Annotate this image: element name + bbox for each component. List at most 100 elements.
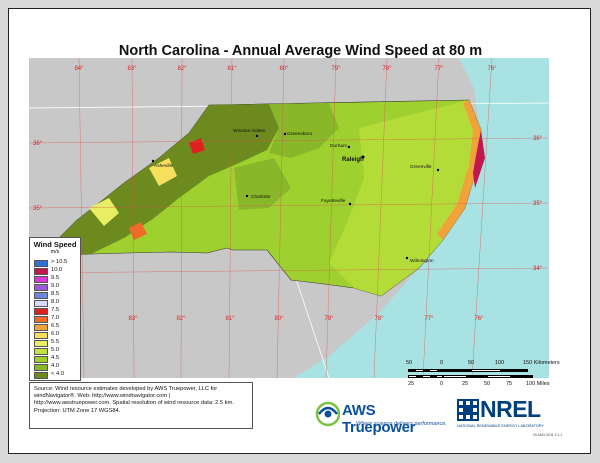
outer-banks-peak xyxy=(473,130,485,188)
city-marker xyxy=(245,194,249,198)
scale-mi-label: 25 xyxy=(462,381,469,387)
legend-item: 5.0 xyxy=(34,347,78,355)
lon-label: 76° xyxy=(487,66,497,72)
legend-item: 7.5 xyxy=(34,307,78,315)
ridge-patch-3 xyxy=(129,222,147,240)
scale-km-bar-left xyxy=(408,369,443,372)
legend-item: < 4.0 xyxy=(34,371,78,379)
city-label: Wilmington xyxy=(410,258,434,264)
graticule xyxy=(29,58,549,378)
legend-label: 4.5 xyxy=(51,355,60,361)
lat-label: 34° xyxy=(533,266,543,272)
lon-label: 77° xyxy=(434,66,444,72)
legend-label: 7.0 xyxy=(51,315,60,321)
lon-label: 80° xyxy=(279,66,289,72)
nrel-name: NREL xyxy=(480,396,541,422)
lat-label: 36° xyxy=(33,141,43,147)
legend-swatch xyxy=(34,348,48,355)
city-label: Durham xyxy=(330,143,347,149)
page-title: North Carolina - Annual Average Wind Spe… xyxy=(118,43,483,59)
legend-item: 7.0 xyxy=(34,315,78,323)
lon-label-bottom: 80° xyxy=(274,316,284,322)
scale-km-label: 0 xyxy=(440,360,444,366)
legend-item: 9.0 xyxy=(34,283,78,291)
ridge-patch-4 xyxy=(189,138,205,154)
source-note: Source: Wind resource estimates develope… xyxy=(29,382,253,429)
legend-item: 4.0 xyxy=(34,363,78,371)
city-marker xyxy=(255,134,259,138)
legend-label: 10.0 xyxy=(51,267,63,273)
coastal-plain xyxy=(329,100,481,296)
legend-swatch xyxy=(34,356,48,363)
legend-label: 4.0 xyxy=(51,363,60,369)
ridge-patch-1 xyxy=(89,198,119,226)
city-marker xyxy=(348,202,352,206)
legend-label: > 10.5 xyxy=(51,259,68,265)
legend-item: 8.5 xyxy=(34,291,78,299)
scale-mi-label: 75 xyxy=(506,381,513,387)
legend-item: 6.0 xyxy=(34,331,78,339)
city-marker xyxy=(283,132,287,136)
scale-mi-label: 50 xyxy=(484,381,491,387)
legend-unit: m/s xyxy=(50,249,60,255)
legend-label: 5.5 xyxy=(51,339,60,345)
lon-label: 78° xyxy=(382,66,392,72)
legend-label: 6.0 xyxy=(51,331,60,337)
legend-swatch xyxy=(34,332,48,339)
nrel-logo: NREL NATIONAL RENEWABLE ENERGY LABORATOR… xyxy=(457,396,562,436)
piedmont-region xyxy=(269,103,339,158)
legend-swatch xyxy=(34,372,48,379)
piedmont-patch xyxy=(234,158,291,210)
legend-swatch xyxy=(34,300,48,307)
scale-km-label: 150 Kilometers xyxy=(523,360,560,366)
city-marker xyxy=(361,155,365,159)
legend-swatch xyxy=(34,276,48,283)
scale-mi-bar-right xyxy=(443,375,533,378)
lon-label-bottom: 83° xyxy=(128,316,138,322)
city-label: Raleigh xyxy=(342,157,364,163)
legend-swatch xyxy=(34,364,48,371)
coastal-high-wind xyxy=(437,100,481,240)
lon-label-bottom: 79° xyxy=(324,316,334,322)
legend-label: 8.0 xyxy=(51,299,60,305)
legend-label: 5.0 xyxy=(51,347,60,353)
scale-km-label: 50 xyxy=(468,360,475,366)
legend-swatch xyxy=(34,308,48,315)
aws-truepower-logo: AWS Truepower Where science delivers per… xyxy=(312,398,452,436)
city-label: Greenville xyxy=(410,164,432,170)
scale-mi-bar-left xyxy=(408,375,443,378)
scale-mi-label: 100 Miles xyxy=(526,381,550,387)
legend-label: 7.5 xyxy=(51,307,60,313)
legend-item: 4.5 xyxy=(34,355,78,363)
nrel-grid-icon xyxy=(457,399,479,421)
legend-label: < 4.0 xyxy=(51,371,65,377)
lon-label-bottom: 78° xyxy=(374,316,384,322)
lon-label-bottom: 81° xyxy=(225,316,235,322)
legend-label: 9.0 xyxy=(51,283,60,289)
wind-speed-legend: Wind Speed m/s > 10.5 10.0 9.5 9.0 8.5 8… xyxy=(29,237,81,381)
legend-label: 6.5 xyxy=(51,323,60,329)
lon-label: 84° xyxy=(74,66,84,72)
lon-label: 79° xyxy=(331,66,341,72)
scale-km-label: 50 xyxy=(406,360,413,366)
city-label: Greensboro xyxy=(287,131,313,137)
footnote: 20-MAY-2011 2.1.1 xyxy=(533,433,563,437)
legend-swatch xyxy=(34,268,48,275)
scale-km-bar-right xyxy=(443,369,528,372)
aws-tagline: Where science delivers performance. xyxy=(356,421,447,427)
lon-label: 81° xyxy=(227,66,237,72)
legend-swatch xyxy=(34,324,48,331)
city-marker xyxy=(151,159,155,163)
scale-mi-label: 0 xyxy=(440,381,444,387)
city-label: Fayetteville xyxy=(321,198,346,204)
legend-item: 9.5 xyxy=(34,275,78,283)
ocean xyxy=(294,58,549,378)
lat-label: 35° xyxy=(533,201,543,207)
aws-name: AWS Truepower xyxy=(342,402,416,436)
nrel-tagline: NATIONAL RENEWABLE ENERGY LABORATORY xyxy=(457,424,544,428)
legend-item: > 10.5 xyxy=(34,259,78,267)
lon-label: 83° xyxy=(127,66,137,72)
legend-title: Wind Speed xyxy=(33,240,77,249)
legend-swatch xyxy=(34,292,48,299)
legend-label: 9.5 xyxy=(51,275,60,281)
